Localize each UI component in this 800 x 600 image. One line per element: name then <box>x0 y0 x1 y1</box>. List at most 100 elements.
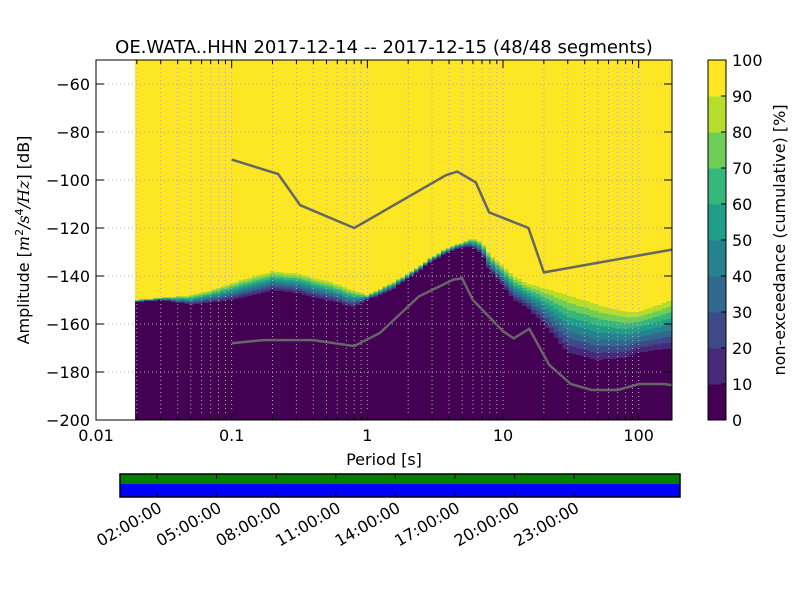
heat-cell-band <box>247 287 253 290</box>
heat-cell-band <box>666 313 672 320</box>
heat-cell-high <box>445 60 451 248</box>
heat-cell-band <box>243 294 249 298</box>
heat-cell-low <box>166 301 172 420</box>
heat-cell-high <box>229 60 235 283</box>
heat-cell-band <box>661 314 667 321</box>
heat-cell-band <box>652 328 658 334</box>
colorbar-tick-label: 90 <box>732 87 752 106</box>
heat-cell-low <box>387 291 393 420</box>
heat-cell-band <box>396 281 402 283</box>
heat-cell-band <box>436 253 442 255</box>
heat-cell-band <box>472 241 478 244</box>
heat-cell-band <box>265 284 271 288</box>
heat-cell-band <box>405 278 411 280</box>
heat-cell-low <box>292 293 298 420</box>
heat-cell-low <box>468 247 474 420</box>
heat-cell-band <box>283 282 289 286</box>
heat-cell-band <box>630 344 636 351</box>
heat-cell-band <box>576 334 582 342</box>
heat-cell-band <box>472 239 478 241</box>
heat-cell-band <box>459 246 465 248</box>
chart-title: OE.WATA..HHN 2017-12-14 -- 2017-12-15 (4… <box>115 37 653 58</box>
heat-cell-band <box>373 294 379 296</box>
heat-cell-band <box>621 352 627 359</box>
heat-cell-band <box>643 335 649 342</box>
heat-cell-band <box>292 285 298 289</box>
heat-cell-band <box>612 327 618 335</box>
heat-cell-band <box>409 274 415 276</box>
heat-cell-band <box>589 331 595 339</box>
heat-cell-band <box>234 290 240 294</box>
heat-cell-band <box>607 333 613 341</box>
heat-cell-band <box>171 300 177 302</box>
heat-cell-band <box>378 292 384 294</box>
heat-cell-band <box>355 301 361 304</box>
heat-cell-band <box>549 322 555 329</box>
heat-cell-band <box>477 247 483 250</box>
heat-cell-band <box>463 241 469 243</box>
heat-cell-band <box>346 303 352 307</box>
heat-cell-band <box>630 338 636 345</box>
heat-cell-band <box>553 297 559 304</box>
heat-cell-band <box>504 269 510 273</box>
heat-cell-band <box>405 277 411 279</box>
y-tick-label: −80 <box>56 123 90 142</box>
heat-cell-band <box>472 244 478 246</box>
heat-cell-band <box>616 322 622 329</box>
heat-cell-band <box>495 263 501 266</box>
heat-cell-band <box>567 324 573 333</box>
heat-cell-high <box>454 60 460 244</box>
heat-cell-band <box>378 289 384 291</box>
heat-cell-band <box>274 272 280 275</box>
heat-cell-band <box>468 241 474 243</box>
heat-cell-band <box>328 284 334 288</box>
heat-cell-band <box>387 284 393 287</box>
heat-cell-band <box>481 248 487 251</box>
heat-cell-high <box>616 60 622 310</box>
heat-cell-low <box>333 302 339 420</box>
heat-cell-band <box>477 243 483 246</box>
heat-cell-band <box>333 295 339 298</box>
heat-cell-band <box>562 321 568 329</box>
heat-cell-band <box>634 337 640 344</box>
heat-cell-high <box>175 60 181 296</box>
heat-cell-low <box>477 252 483 420</box>
colorbar-tick-label: 40 <box>732 267 752 286</box>
heat-cell-band <box>171 299 177 301</box>
heat-cell-band <box>301 287 307 291</box>
heat-cell-high <box>225 60 231 285</box>
heat-cell-band <box>315 290 321 294</box>
heat-cell-band <box>288 280 294 283</box>
heat-cell-high <box>351 60 357 290</box>
heat-cell-high <box>400 60 406 277</box>
colorbar-segment <box>708 60 726 97</box>
heat-cell-high <box>639 60 645 311</box>
heat-cell-band <box>360 293 366 295</box>
heat-cell-band <box>220 291 226 294</box>
heat-cell-low <box>207 303 213 420</box>
heat-cell-band <box>648 329 654 336</box>
heat-cell-band <box>567 338 573 347</box>
heat-cell-band <box>504 282 510 286</box>
heat-cell-band <box>652 322 658 329</box>
heat-cell-band <box>598 306 604 314</box>
heat-cell-band <box>657 305 663 312</box>
heat-cell-band <box>549 306 555 312</box>
heat-cell-band <box>306 276 312 279</box>
heat-cell-band <box>481 251 487 254</box>
heat-cell-band <box>562 342 568 350</box>
heat-cell-band <box>504 284 510 288</box>
heat-cell-band <box>409 272 415 274</box>
nlnm-line <box>231 277 673 392</box>
heat-cell-band <box>621 322 627 330</box>
heat-cell-band <box>522 285 528 289</box>
heat-cell-low <box>463 247 469 420</box>
heat-cell-band <box>351 294 357 297</box>
heat-cell-band <box>594 353 600 361</box>
heat-cell-band <box>571 346 577 355</box>
heat-cell-band <box>495 272 501 275</box>
heat-cell-band <box>666 325 672 332</box>
y-tick-label: −180 <box>46 363 90 382</box>
heat-cell-low <box>220 301 226 420</box>
heat-cell-band <box>202 296 208 298</box>
